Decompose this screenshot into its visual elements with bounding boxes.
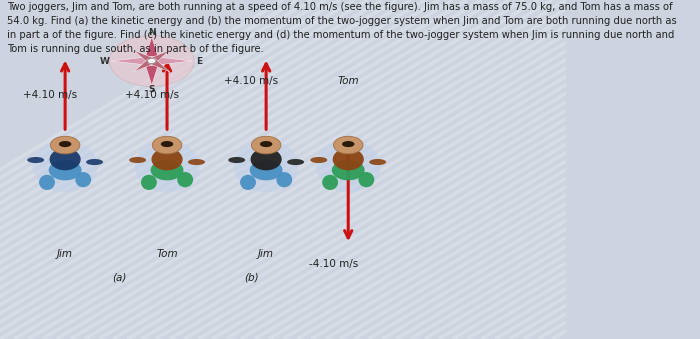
Ellipse shape — [342, 141, 354, 147]
Ellipse shape — [316, 140, 381, 193]
Ellipse shape — [234, 140, 299, 193]
Ellipse shape — [369, 159, 386, 165]
Ellipse shape — [50, 148, 80, 170]
Text: -4.10 m/s: -4.10 m/s — [309, 259, 358, 270]
Ellipse shape — [76, 172, 91, 187]
Ellipse shape — [228, 157, 245, 163]
Ellipse shape — [188, 159, 205, 165]
Text: +4.10 m/s: +4.10 m/s — [224, 76, 278, 86]
Text: N: N — [148, 28, 155, 37]
Polygon shape — [152, 57, 192, 66]
Ellipse shape — [86, 159, 103, 165]
Circle shape — [50, 136, 80, 154]
Text: +4.10 m/s: +4.10 m/s — [125, 90, 178, 100]
Ellipse shape — [33, 140, 98, 193]
Ellipse shape — [251, 148, 281, 170]
Polygon shape — [111, 57, 152, 66]
Ellipse shape — [39, 175, 55, 190]
Ellipse shape — [27, 157, 44, 163]
Ellipse shape — [287, 159, 304, 165]
Text: +4.10 m/s: +4.10 m/s — [22, 90, 77, 100]
Ellipse shape — [332, 148, 364, 170]
Text: Jim: Jim — [258, 249, 274, 259]
Circle shape — [153, 136, 182, 154]
Text: (b): (b) — [245, 273, 259, 283]
Ellipse shape — [332, 160, 365, 180]
Ellipse shape — [177, 172, 193, 187]
Circle shape — [148, 59, 156, 64]
Ellipse shape — [129, 157, 146, 163]
Ellipse shape — [150, 160, 183, 180]
Text: S: S — [148, 85, 155, 94]
Polygon shape — [134, 50, 155, 63]
Polygon shape — [148, 59, 170, 72]
Ellipse shape — [59, 141, 71, 147]
Text: (a): (a) — [112, 273, 126, 283]
Polygon shape — [144, 37, 160, 61]
Text: E: E — [196, 57, 202, 65]
Ellipse shape — [151, 148, 183, 170]
Ellipse shape — [358, 172, 375, 187]
Text: Tom: Tom — [337, 76, 359, 86]
Text: Two joggers, Jim and Tom, are both running at a speed of 4.10 m/s (see the figur: Two joggers, Jim and Tom, are both runni… — [7, 2, 676, 54]
Ellipse shape — [49, 160, 81, 180]
Ellipse shape — [240, 175, 256, 190]
Text: Jim: Jim — [57, 249, 73, 259]
Ellipse shape — [310, 157, 328, 163]
Circle shape — [333, 136, 363, 154]
Ellipse shape — [161, 141, 174, 147]
Circle shape — [109, 36, 194, 86]
Text: W: W — [99, 57, 109, 65]
Ellipse shape — [260, 141, 272, 147]
Polygon shape — [134, 59, 155, 72]
Text: Tom: Tom — [156, 249, 178, 259]
Polygon shape — [148, 50, 170, 63]
Ellipse shape — [276, 172, 292, 187]
Ellipse shape — [134, 140, 200, 193]
Ellipse shape — [141, 175, 157, 190]
Ellipse shape — [250, 160, 283, 180]
Ellipse shape — [322, 175, 338, 190]
Polygon shape — [144, 61, 160, 85]
Circle shape — [251, 136, 281, 154]
